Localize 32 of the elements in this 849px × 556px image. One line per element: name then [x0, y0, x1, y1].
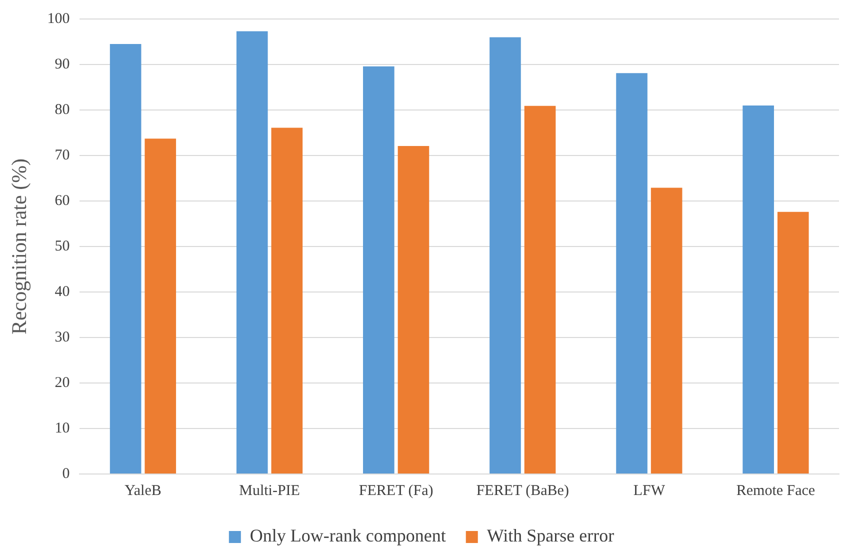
- bar: [616, 73, 648, 474]
- bar: [777, 212, 809, 474]
- legend-label: With Sparse error: [486, 526, 614, 546]
- y-tick-label: 100: [47, 10, 70, 27]
- x-tick-label: Multi-PIE: [239, 482, 300, 499]
- bar: [742, 105, 774, 474]
- bar: [144, 138, 176, 474]
- bar: [650, 188, 682, 474]
- y-tick-label: 20: [54, 374, 70, 391]
- x-tick-label: FERET (Fa): [358, 482, 434, 499]
- y-tick-label: 40: [54, 284, 70, 300]
- x-tick-label: Remote Face: [736, 482, 816, 499]
- y-axis-title: Recognition rate (%): [7, 158, 32, 335]
- bar: [271, 128, 303, 474]
- x-tick-label: YaleB: [124, 482, 162, 499]
- y-tick-label: 90: [54, 56, 70, 72]
- y-tick-label: 80: [54, 102, 70, 118]
- bar: [110, 44, 142, 474]
- bar: [490, 37, 521, 474]
- y-tick-label: 30: [54, 329, 70, 346]
- y-tick-label: 10: [54, 420, 70, 436]
- bar: [524, 106, 556, 474]
- bar: [236, 31, 268, 474]
- bar: [363, 66, 394, 474]
- bar: [398, 146, 430, 474]
- legend-label: Only Low-rank component: [250, 526, 446, 546]
- x-tick-label: FERET (BaBe): [476, 482, 569, 499]
- y-tick-label: 50: [54, 238, 70, 254]
- y-tick-label: 60: [54, 192, 70, 209]
- y-tick-label: 0: [62, 466, 70, 482]
- y-tick-label: 70: [54, 147, 70, 164]
- x-tick-label: LFW: [633, 482, 666, 499]
